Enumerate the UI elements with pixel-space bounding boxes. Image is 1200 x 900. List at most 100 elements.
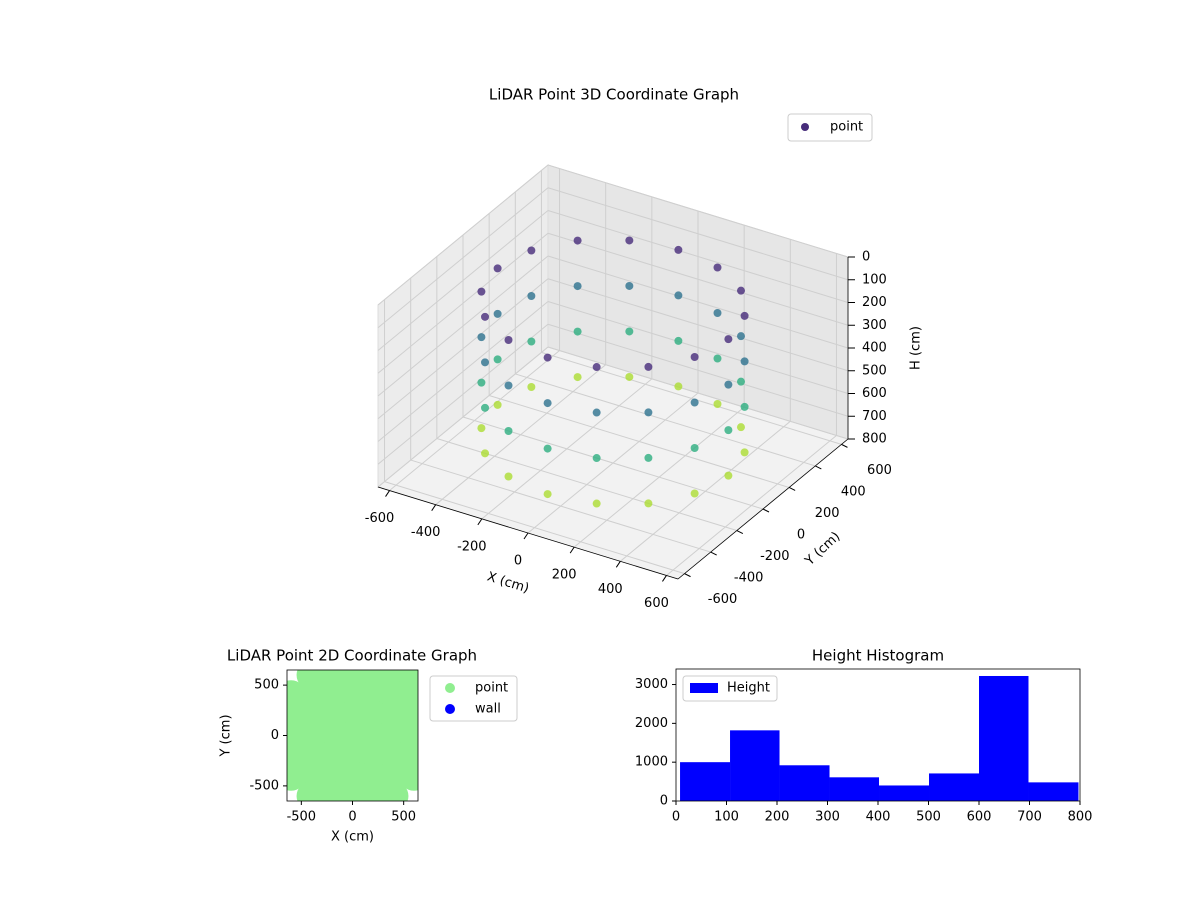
grid-line	[462, 416, 764, 510]
y-tick-label: 1000	[635, 755, 668, 770]
y-tick-label: 0	[797, 528, 805, 543]
z-tick-label: 800	[862, 432, 887, 447]
point	[527, 246, 536, 255]
grid-line	[377, 255, 549, 397]
legend-box	[787, 113, 873, 142]
point	[477, 378, 486, 387]
point	[736, 332, 745, 341]
x-tick-label: 300	[815, 810, 840, 825]
grid-line	[547, 255, 849, 349]
grid-line	[410, 459, 711, 553]
grid-line	[515, 373, 816, 467]
chart-title: LiDAR Point 2D Coordinate Graph	[227, 647, 477, 665]
point	[644, 453, 653, 462]
grid-line	[377, 346, 549, 488]
bar	[730, 730, 780, 801]
point	[504, 381, 513, 390]
point	[481, 403, 490, 412]
bar	[979, 675, 1029, 801]
point	[504, 472, 513, 481]
grid-line	[377, 187, 549, 329]
point	[690, 398, 699, 407]
point	[493, 309, 502, 318]
point	[477, 424, 486, 433]
y-tick-label: 2000	[635, 716, 668, 731]
grid-line	[547, 301, 849, 394]
y-tick-label: -400	[734, 571, 764, 586]
z-tick-label: 500	[862, 363, 887, 378]
point	[592, 408, 601, 417]
point	[573, 282, 582, 291]
x-tick-label: -200	[457, 539, 487, 554]
x-axis-label: X (cm)	[485, 570, 531, 597]
y-tick	[762, 508, 770, 513]
x-tick-label: 100	[714, 810, 739, 825]
z-axis-label: H (cm)	[909, 326, 924, 370]
x-tick-label: 400	[598, 582, 623, 597]
x-tick-label: 200	[552, 568, 577, 583]
plot-area	[287, 670, 418, 801]
point	[527, 337, 536, 346]
x-tick	[569, 546, 575, 554]
point	[690, 353, 699, 362]
z-tick-label: 700	[862, 409, 887, 424]
legend-box	[682, 675, 778, 702]
point	[724, 426, 733, 435]
y-tick	[736, 530, 744, 534]
x-tick	[662, 575, 667, 582]
point	[504, 426, 513, 435]
z-tick-label: 600	[862, 386, 887, 401]
z-tick-label: 100	[862, 272, 887, 287]
grid-line	[547, 278, 849, 372]
legend-label: point	[475, 681, 508, 696]
grid-line	[377, 210, 549, 351]
point	[378, 780, 409, 801]
point	[527, 382, 536, 391]
grid-line	[547, 323, 849, 417]
point	[713, 400, 722, 409]
y-tick	[684, 573, 691, 578]
grid-line	[547, 164, 849, 258]
point	[477, 287, 486, 296]
x-tick-label: 700	[1017, 810, 1042, 825]
y-tick-label: -200	[760, 549, 790, 564]
legend-swatch	[690, 683, 718, 693]
z-tick-label: 0	[862, 250, 870, 265]
point	[740, 402, 749, 411]
z-tick-label: 300	[862, 318, 887, 333]
z-tick-label: 400	[862, 341, 887, 356]
point	[713, 309, 722, 318]
legend-box	[429, 675, 518, 722]
y-tick-label: 0	[271, 728, 279, 743]
point	[713, 263, 722, 272]
legend-label: wall	[475, 702, 501, 717]
x-tick-label: -600	[365, 511, 395, 526]
point	[740, 357, 749, 366]
grid-line	[547, 346, 849, 440]
bar	[879, 785, 930, 801]
point	[724, 380, 733, 389]
grid-line	[489, 394, 790, 488]
grid-line	[377, 164, 549, 306]
x-axis	[377, 486, 679, 580]
point	[527, 291, 536, 300]
y-axis	[677, 438, 849, 580]
point	[573, 236, 582, 245]
legend-marker	[801, 123, 809, 131]
grid-line	[547, 187, 849, 281]
y-tick-label: 0	[660, 794, 668, 809]
bar	[680, 762, 731, 801]
point	[713, 354, 722, 363]
point	[690, 444, 699, 453]
y-axis-label: Y (cm)	[219, 714, 234, 757]
chart-title: LiDAR Point 3D Coordinate Graph	[489, 86, 739, 104]
y-tick-label: 400	[841, 484, 866, 499]
grid-line	[377, 301, 549, 442]
point	[398, 760, 418, 791]
x-tick-label: 400	[866, 810, 891, 825]
x-tick-label: -500	[287, 810, 317, 825]
point	[674, 336, 683, 345]
point	[625, 236, 634, 245]
bar	[929, 773, 979, 801]
